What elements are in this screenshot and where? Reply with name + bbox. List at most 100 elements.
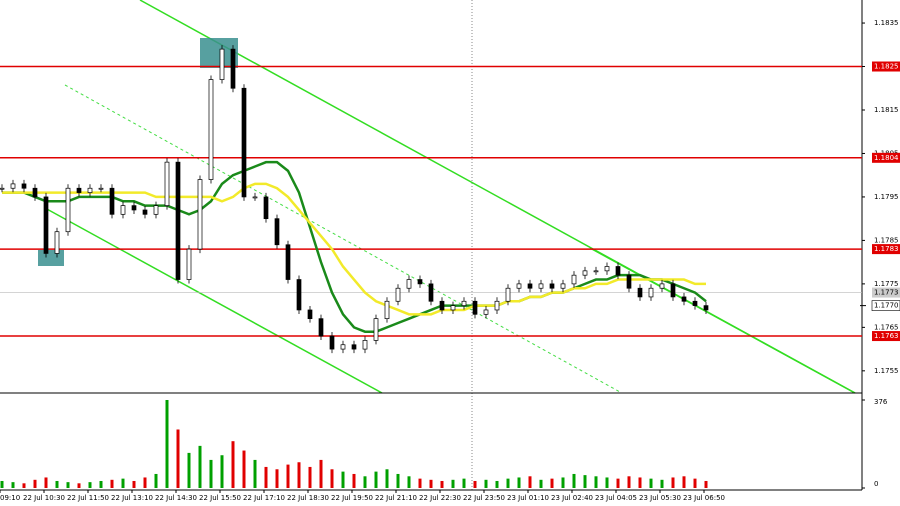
bid-tag (872, 287, 900, 298)
volume-tick-label: 376 (874, 398, 888, 406)
candle (340, 344, 346, 350)
volume-bar (396, 473, 400, 488)
candle (461, 300, 467, 306)
y-tick-label: 1.1765 (874, 323, 899, 331)
candle (329, 335, 335, 350)
candle (417, 279, 423, 285)
candle (351, 344, 357, 350)
x-tick-label: 22 Jul 22:30 (419, 494, 461, 502)
candle (142, 209, 148, 215)
volume-bar (121, 478, 125, 488)
volume-bar (473, 480, 477, 488)
volume-bar (385, 469, 389, 488)
volume-bar (704, 480, 708, 488)
volume-bar (99, 480, 103, 488)
volume-bar (429, 479, 433, 488)
volume-bar (638, 477, 642, 488)
channel-lower (44, 207, 383, 394)
candle (241, 87, 247, 198)
volume-bar (627, 476, 631, 488)
volume-bar (693, 478, 697, 488)
x-tick-label: 22 Jul 18:30 (287, 494, 329, 502)
volume-bar (44, 477, 48, 488)
volume-bar (330, 469, 334, 488)
level-label: 1.1804 (874, 154, 899, 162)
candle (373, 318, 379, 341)
volume-bar (649, 478, 653, 488)
volume-bar (660, 479, 664, 488)
volume-bar (539, 479, 543, 488)
candle (0, 187, 5, 190)
volume-bar (297, 462, 301, 488)
channel-midline (64, 84, 621, 393)
x-tick-label: 23 Jul 05:30 (639, 494, 681, 502)
volume-bar (220, 455, 224, 488)
volume-bar (143, 477, 147, 488)
candle (230, 48, 236, 89)
volume-bar (605, 477, 609, 488)
candle (681, 296, 687, 302)
volume-bar (22, 483, 26, 488)
candle (494, 300, 500, 311)
y-tick-label: 1.1795 (874, 193, 899, 201)
candle (32, 187, 38, 198)
candle (285, 244, 291, 280)
moving-average (2, 182, 706, 316)
candle (483, 309, 489, 315)
volume-bar (550, 478, 554, 488)
volume-bar (198, 445, 202, 488)
volume-bar (11, 482, 15, 488)
volume-bar (594, 476, 598, 488)
volume-bar (209, 459, 213, 488)
volume-tick-label: 0 (874, 480, 878, 488)
volume-bar (165, 400, 169, 488)
x-tick-label: 22 Jul 23:50 (463, 494, 505, 502)
candle (131, 205, 137, 211)
y-tick-label: 1.1815 (874, 106, 899, 114)
candle (626, 274, 632, 289)
level-tag (872, 331, 900, 342)
volume-bar (506, 478, 510, 488)
candle (76, 187, 82, 193)
candle (175, 161, 181, 280)
level-label: 1.1783 (874, 245, 899, 253)
candle (296, 279, 302, 311)
candle (263, 196, 269, 220)
volume-bar (176, 429, 180, 488)
x-tick-label: 09:10 (0, 494, 20, 502)
candle (384, 300, 390, 320)
candle (395, 287, 401, 302)
candle (472, 300, 478, 315)
volume-bar (484, 479, 488, 488)
volume-bar (275, 469, 279, 488)
candle (153, 205, 159, 215)
volume-bar (319, 459, 323, 488)
candle (604, 266, 610, 272)
level-label: 1.1825 (874, 63, 899, 71)
x-tick-label: 22 Jul 17:10 (243, 494, 285, 502)
volume-bar (77, 483, 81, 488)
volume-bar (253, 459, 257, 488)
candle (362, 340, 368, 350)
last-tag (871, 300, 900, 311)
level-tag (872, 61, 900, 72)
y-tick-label: 1.1755 (874, 367, 899, 375)
volume-bar (66, 482, 70, 488)
volume-bar (616, 478, 620, 488)
candle (54, 231, 60, 254)
volume-bar (264, 466, 268, 488)
level-tag (872, 244, 900, 255)
moving-average (2, 160, 707, 333)
x-tick-label: 22 Jul 14:30 (155, 494, 197, 502)
candle (505, 287, 511, 302)
level-label: 1.1763 (874, 332, 899, 340)
candle (571, 274, 577, 285)
candle (252, 196, 258, 199)
candle (164, 161, 170, 206)
candle (219, 48, 225, 80)
x-tick-label: 22 Jul 10:30 (23, 494, 65, 502)
x-tick-label: 22 Jul 15:50 (199, 494, 241, 502)
x-tick-label: 22 Jul 19:50 (331, 494, 373, 502)
